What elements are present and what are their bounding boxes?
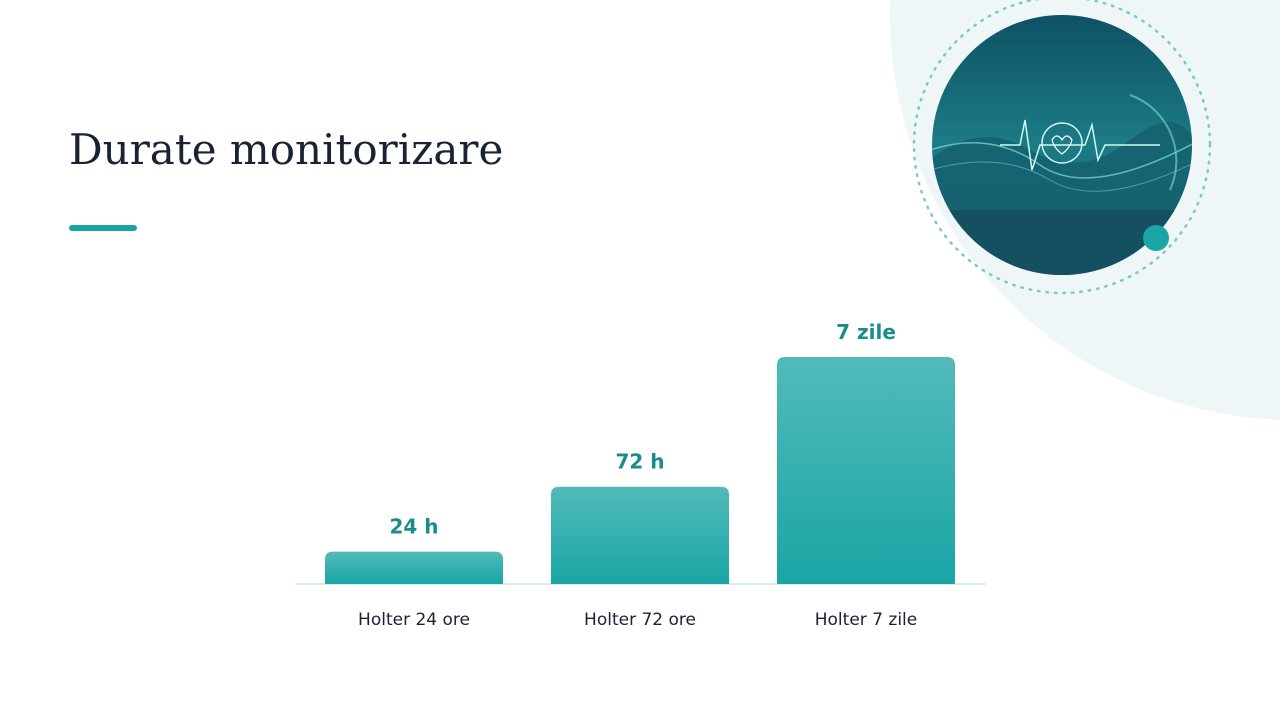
category-label: Holter 7 zile bbox=[815, 610, 917, 630]
category-label: Holter 72 ore bbox=[584, 610, 696, 630]
category-label: Holter 24 ore bbox=[358, 610, 470, 630]
value-label: 7 zile bbox=[836, 320, 896, 344]
value-label: 24 h bbox=[389, 515, 438, 539]
bar bbox=[325, 551, 503, 584]
accent-dot bbox=[1143, 225, 1169, 251]
value-label: 72 h bbox=[615, 450, 664, 474]
slide-title: Durate monitorizare bbox=[69, 125, 503, 174]
dotted-ring bbox=[912, 0, 1212, 295]
bar bbox=[777, 357, 955, 584]
bar bbox=[551, 486, 729, 584]
